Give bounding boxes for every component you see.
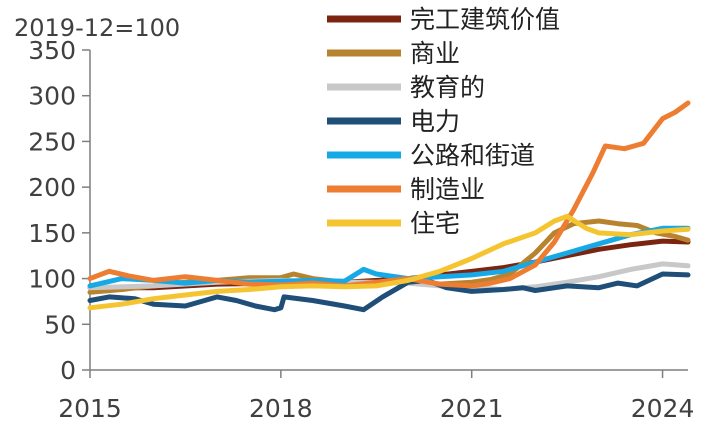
y-tick-label: 0	[60, 356, 76, 385]
series-line-3	[87, 271, 691, 313]
y-tick-label: 100	[28, 265, 76, 294]
y-tick-label: 200	[28, 173, 76, 202]
legend-label: 公路和街道	[410, 141, 535, 170]
series-line-6	[87, 213, 691, 311]
x-tick-label: 2021	[440, 394, 504, 423]
series-line-5	[87, 100, 691, 289]
unit-label: 2019-12=100	[14, 14, 180, 42]
legend-label: 制造业	[410, 175, 485, 204]
series-line-4	[87, 225, 691, 289]
x-tick-label: 2024	[631, 394, 695, 423]
y-tick-label: 150	[28, 219, 76, 248]
y-tick-label: 50	[44, 310, 76, 339]
y-tick-label: 350	[28, 36, 76, 65]
x-tick-label: 2015	[58, 394, 122, 423]
y-tick-label: 300	[28, 82, 76, 111]
legend-label: 电力	[410, 107, 460, 136]
legend-label: 教育的	[410, 73, 485, 102]
legend-label: 商业	[410, 39, 460, 68]
x-tick-label: 2018	[249, 394, 313, 423]
legend-label: 住宅	[410, 209, 460, 238]
legend-label: 完工建筑价值	[410, 5, 560, 34]
y-tick-label: 250	[28, 127, 76, 156]
